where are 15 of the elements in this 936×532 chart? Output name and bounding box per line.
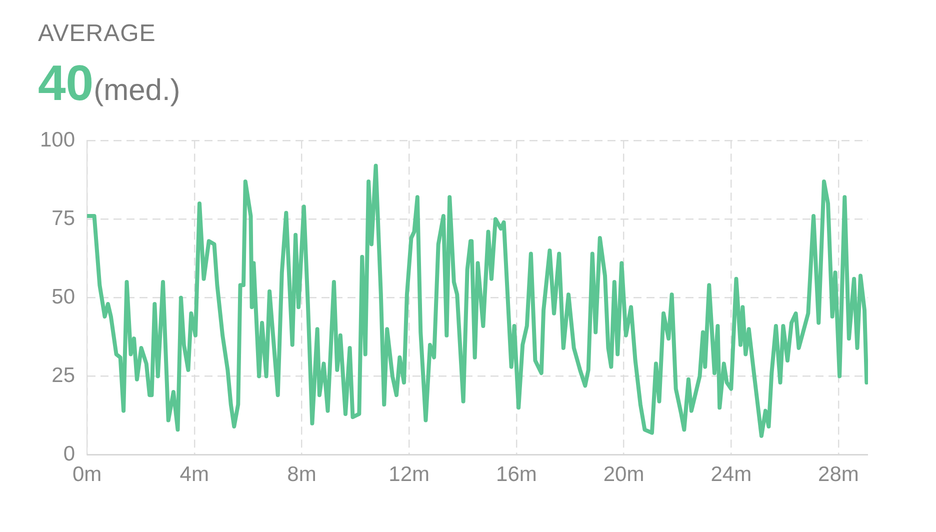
- chart-title: AVERAGE: [38, 20, 157, 48]
- x-tick-label: 8m: [287, 463, 316, 486]
- chart-subtitle: 40(med.): [38, 54, 180, 112]
- x-tick-label: 16m: [496, 463, 537, 486]
- y-tick-label: 75: [52, 206, 76, 230]
- x-tick-label: 4m: [180, 463, 209, 486]
- y-tick-label: 100: [40, 128, 76, 152]
- x-tick-label: 0m: [72, 463, 102, 486]
- y-tick-label: 25: [52, 364, 76, 388]
- x-tick-label: 28m: [818, 463, 859, 486]
- y-tick-label: 0: [63, 442, 76, 466]
- x-tick-label: 20m: [603, 463, 644, 486]
- x-tick-label: 24m: [710, 463, 752, 486]
- y-tick-label: 50: [52, 285, 76, 308]
- x-tick-label: 12m: [388, 463, 430, 486]
